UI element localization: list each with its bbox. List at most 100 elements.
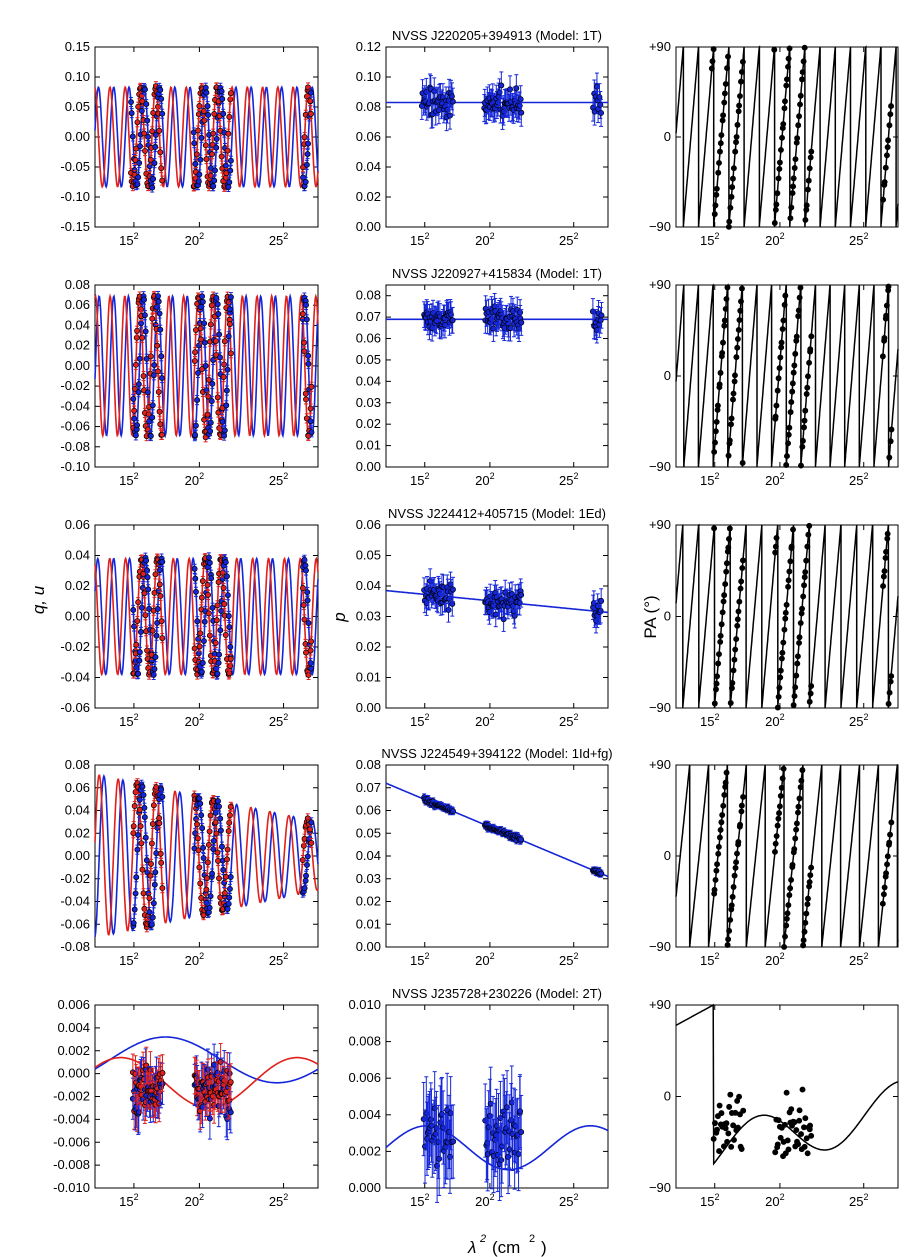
x-tick-label: 152 — [410, 471, 429, 488]
y-tick-label: 0 — [664, 368, 671, 383]
q-data-point — [307, 98, 314, 105]
u-data-point — [305, 360, 312, 367]
y-tick-label: -0.08 — [60, 939, 90, 954]
y-tick-label: -0.06 — [60, 700, 90, 715]
x-tick-label-sup: 2 — [283, 712, 288, 722]
p-data-point — [431, 88, 438, 95]
u-data-point — [208, 398, 215, 405]
u-data-point — [158, 353, 165, 360]
u-data-point — [226, 306, 233, 313]
y-tick-label: -0.04 — [60, 894, 90, 909]
q-data-point — [222, 632, 229, 638]
q-data-point — [147, 872, 154, 879]
q-data-point — [227, 655, 234, 662]
q-data-point — [149, 820, 156, 827]
u-data-point — [221, 427, 228, 434]
q-data-point — [308, 110, 314, 117]
x-tick-label: 202 — [185, 712, 204, 729]
y-tick-label: 0.01 — [356, 670, 381, 685]
u-data-point — [138, 604, 145, 611]
p-data-point — [597, 317, 604, 324]
q-data-point — [156, 408, 163, 415]
u-data-point — [151, 160, 158, 167]
y-tick-label: 0.03 — [356, 609, 381, 624]
q-data-point — [301, 616, 308, 623]
y-tick-label: 0.06 — [65, 297, 90, 312]
u-data-point — [198, 134, 205, 141]
u-data-point — [220, 110, 227, 117]
u-data-point — [224, 366, 231, 373]
u-data-point — [159, 558, 166, 565]
q-data-point — [207, 321, 214, 328]
q-data-point — [301, 348, 308, 355]
x-tick-label: 152 — [700, 471, 719, 488]
q-data-point — [219, 569, 226, 576]
qu-panel: 152 202 252 0.06 0.04 0.02 0.00 -0.02 -0.04 -0.06 — [60, 517, 319, 729]
q-data-point — [196, 643, 203, 650]
y-tick-label: 0.08 — [65, 757, 90, 772]
u-data-point — [301, 556, 308, 563]
q-data-point — [138, 840, 145, 847]
u-data-point — [149, 184, 156, 191]
q-data-point — [148, 860, 154, 867]
u-data-point — [192, 431, 199, 438]
q-data-point — [225, 130, 232, 137]
u-data-point — [213, 294, 220, 301]
q-data-point — [307, 647, 314, 654]
q-data-point — [308, 638, 315, 645]
q-data-point — [131, 407, 138, 414]
x-tick-label: 152 — [410, 712, 429, 729]
x-tick-label: 252 — [559, 712, 578, 729]
x-tick-label-sup: 2 — [199, 712, 204, 722]
p-data-point — [598, 109, 605, 116]
u-data-point — [205, 554, 212, 561]
q-data-point — [308, 383, 315, 390]
x-tick-label: 252 — [269, 231, 288, 248]
y-tick-label: -0.08 — [60, 439, 90, 454]
p-data-point — [513, 85, 520, 92]
q-data-point — [301, 134, 308, 140]
u-data-point — [227, 157, 234, 164]
u-data-point — [223, 402, 230, 409]
q-data-point — [218, 153, 225, 160]
q-data-point — [152, 571, 159, 578]
u-data-point — [222, 559, 229, 566]
u-data-point — [195, 650, 202, 657]
u-data-point — [159, 110, 166, 117]
x-tick-label: 152 — [119, 712, 138, 729]
q-data-point — [206, 632, 213, 639]
u-data-point — [302, 178, 309, 185]
u-data-point — [217, 627, 224, 634]
u-data-point — [192, 575, 199, 582]
u-data-point — [129, 133, 136, 140]
qu-panel: 152 202 252 0.08 0.06 0.04 0.02 0.00 -0.02 -0.04 -… — [60, 757, 319, 968]
u-data-point — [132, 890, 139, 897]
p-data-point — [507, 86, 513, 93]
q-data-point — [134, 119, 141, 126]
x-tick-label-sup: 2 — [573, 471, 578, 481]
x-tick-label-sup: 2 — [490, 471, 495, 481]
p-data-point — [449, 98, 456, 105]
p-data-point — [598, 598, 605, 604]
u-data-point — [149, 414, 156, 421]
q-data-point — [150, 802, 157, 809]
y-tick-label: 0.00 — [356, 219, 381, 234]
y-tick-label: 0.00 — [65, 848, 90, 863]
q-data-point — [149, 315, 156, 322]
y-tick-label: 0.07 — [356, 309, 381, 324]
u-data-point — [216, 331, 223, 338]
u-data-point — [200, 638, 207, 644]
q-data-point — [227, 90, 234, 97]
q-data-point — [197, 630, 204, 637]
q-data-point — [199, 366, 206, 373]
q-data-point — [194, 821, 201, 828]
p-data-point — [448, 93, 455, 100]
y-tick-label: 0.10 — [356, 69, 381, 84]
q-data-point — [194, 835, 201, 842]
u-data-point — [135, 389, 142, 396]
x-tick-label-sup: 2 — [283, 471, 288, 481]
y-tick-label: 0.02 — [356, 639, 381, 654]
y-tick-label: -0.04 — [60, 398, 90, 413]
u-data-point — [303, 567, 309, 574]
x-tick-label: 252 — [559, 471, 578, 488]
